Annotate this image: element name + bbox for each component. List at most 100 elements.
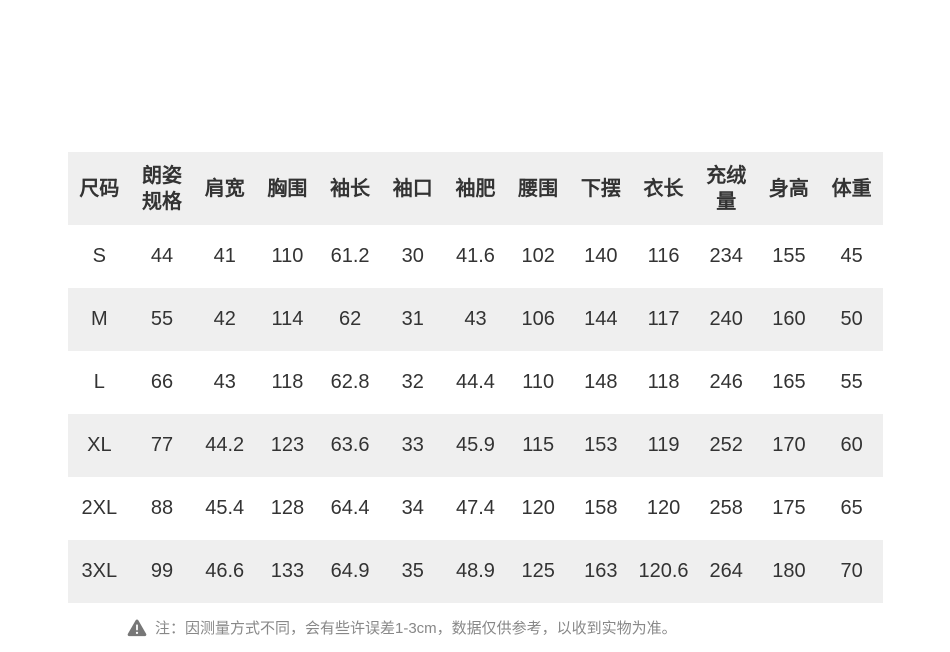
measurement-cell: 55 <box>150 308 174 330</box>
measurement-cell: 115 <box>522 434 555 456</box>
measurement-cell: 62 <box>338 308 362 330</box>
column-header: 下摆 <box>580 177 621 200</box>
table-row: 2XL 88 45.4 128 64.4 34 47.4 120 158 120 258 175 65 <box>68 477 883 540</box>
size-chart-table: 尺码 朗姿 规格 肩宽 胸围 袖长 袖口 袖肥 腰围 下摆 衣长 充绒 量身高 体重 S 44 41 110… <box>68 152 883 603</box>
measurement-cell: 106 <box>521 308 555 330</box>
table-row: 3XL 99 46.6 133 64.9 35 48.9 125 163 120.6 264 180 7… <box>68 540 883 603</box>
measurement-cell: 62.8 <box>330 371 370 393</box>
measurement-cell: 44 <box>150 245 174 267</box>
column-header: 袖肥 <box>455 177 496 200</box>
measurement-cell: 120.6 <box>638 560 689 582</box>
measurement-cell: 63.6 <box>330 434 370 456</box>
measurement-cell: 45 <box>840 245 863 267</box>
measurement-cell: 114 <box>271 308 304 330</box>
measurement-cell: 258 <box>709 497 743 519</box>
measurement-cell: 119 <box>647 434 680 456</box>
measurement-cell: 252 <box>709 434 743 456</box>
measurement-cell: 240 <box>709 308 743 330</box>
measurement-cell: 33 <box>401 434 424 456</box>
measurement-cell: 41 <box>213 245 236 267</box>
measurement-cell: 102 <box>521 245 555 267</box>
measurement-cell: 42 <box>213 308 236 330</box>
measurement-cell: 45.9 <box>456 434 495 456</box>
measurement-cell: 125 <box>521 560 555 582</box>
measurement-cell: 120 <box>521 497 555 519</box>
measurement-cell: 155 <box>772 245 806 267</box>
measurement-cell: 128 <box>270 497 305 519</box>
measurement-cell: 118 <box>647 371 680 393</box>
measurement-cell: 30 <box>401 245 424 267</box>
measurement-cell: 118 <box>271 371 304 393</box>
measurement-cell: 55 <box>840 371 863 393</box>
measurement-cell: 110 <box>271 245 304 267</box>
measurement-cell: 120 <box>646 497 681 519</box>
measurement-cell: 70 <box>840 560 863 582</box>
measurement-cell: 88 <box>150 497 174 519</box>
measurement-cell: 66 <box>150 371 174 393</box>
size-label-cell: 2XL <box>81 497 118 519</box>
measurement-cell: 264 <box>709 560 743 582</box>
measurement-cell: 46.6 <box>205 560 245 582</box>
measurement-cell: 64.4 <box>330 497 370 519</box>
measurement-cell: 140 <box>584 245 618 267</box>
measurement-cell: 43 <box>213 371 236 393</box>
measurement-cell: 99 <box>150 560 174 582</box>
measurement-cell: 160 <box>772 308 806 330</box>
column-header: 胸围 <box>267 177 308 200</box>
measurement-cell: 35 <box>401 560 424 582</box>
measurement-cell: 34 <box>401 497 424 519</box>
measurement-cell: 44.2 <box>205 434 245 456</box>
table-head: 尺码 朗姿 规格 肩宽 胸围 袖长 袖口 袖肥 腰围 下摆 衣长 充绒 量身高 体重 <box>68 152 883 225</box>
measurement-cell: 117 <box>647 308 680 330</box>
warning-triangle-icon <box>127 619 147 637</box>
measurement-cell: 64.9 <box>330 560 370 582</box>
column-header: 身高 <box>768 177 809 200</box>
measurement-cell: 45.4 <box>205 497 245 519</box>
table-row: XL 77 44.2 123 63.6 33 45.9 115 153 119 252 170 60 <box>68 414 883 477</box>
measurement-cell: 170 <box>772 434 806 456</box>
measurement-cell: 65 <box>840 497 863 519</box>
measurement-cell: 47.4 <box>456 497 495 519</box>
note-text: 注：因测量方式不同，会有些许误差1-3cm，数据仅供参考，以收到实物为准。 <box>155 620 677 637</box>
column-header: 体重 <box>831 177 872 200</box>
column-header: 腰围 <box>518 177 559 200</box>
measurement-note: 注：因测量方式不同，会有些许误差1-3cm，数据仅供参考，以收到实物为准。 <box>127 617 677 638</box>
measurement-cell: 165 <box>772 371 806 393</box>
table-header-row: 尺码 朗姿 规格 肩宽 胸围 袖长 袖口 袖肥 腰围 下摆 衣长 充绒 量身高 体重 <box>68 152 883 225</box>
measurement-cell: 163 <box>584 560 618 582</box>
measurement-cell: 32 <box>401 371 424 393</box>
table-body: S 44 41 110 61.2 30 41.6 102 140 116 234 155 45 M 55 42… <box>68 225 883 603</box>
measurement-cell: 50 <box>840 308 863 330</box>
column-header: 肩宽 <box>204 177 245 200</box>
measurement-cell: 246 <box>709 371 743 393</box>
column-header: 尺码 <box>79 177 120 200</box>
measurement-cell: 44.4 <box>456 371 495 393</box>
table-row: S 44 41 110 61.2 30 41.6 102 140 116 234 155 45 <box>68 225 883 288</box>
size-label-cell: L <box>93 371 105 393</box>
measurement-cell: 175 <box>772 497 806 519</box>
measurement-cell: 148 <box>584 371 618 393</box>
measurement-cell: 144 <box>584 308 618 330</box>
size-label-cell: 3XL <box>81 560 118 582</box>
measurement-cell: 61.2 <box>330 245 370 267</box>
column-header: 袖口 <box>392 177 433 200</box>
table-row: L 66 43 118 62.8 32 44.4 110 148 118 246 165 55 <box>68 351 883 414</box>
size-label-cell: M <box>91 308 108 330</box>
measurement-cell: 234 <box>709 245 743 267</box>
measurement-cell: 41.6 <box>456 245 495 267</box>
size-label-cell: S <box>92 245 107 267</box>
measurement-cell: 110 <box>522 371 555 393</box>
measurement-cell: 43 <box>464 308 487 330</box>
measurement-cell: 77 <box>150 434 174 456</box>
measurement-cell: 48.9 <box>456 560 495 582</box>
column-header: 朗姿 规格 <box>142 164 183 213</box>
measurement-cell: 153 <box>584 434 618 456</box>
measurement-cell: 60 <box>840 434 863 456</box>
table-row: M 55 42 114 62 31 43 106 144 117 240 160 50 <box>68 288 883 351</box>
column-header: 充绒 量 <box>706 164 747 213</box>
measurement-cell: 158 <box>584 497 618 519</box>
size-label-cell: XL <box>87 434 112 456</box>
column-header: 袖长 <box>330 177 371 200</box>
measurement-cell: 180 <box>772 560 806 582</box>
measurement-cell: 116 <box>647 245 680 267</box>
